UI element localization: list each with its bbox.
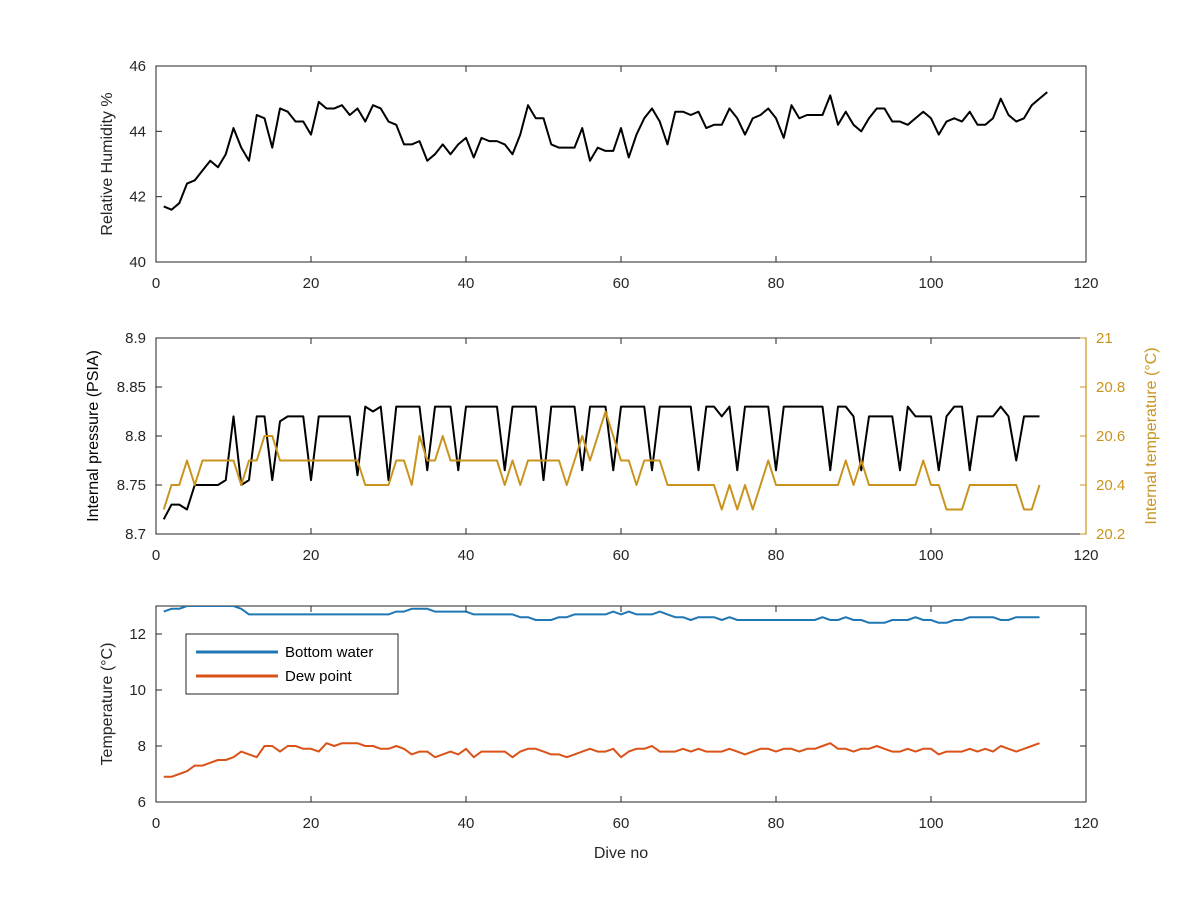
y-tick-label: 8: [138, 738, 146, 755]
y-tick-label: 46: [129, 58, 146, 75]
x-tick-label: 100: [918, 815, 943, 832]
y-axis-label: Internal pressure (PSIA): [85, 350, 102, 522]
x-tick-label: 80: [768, 275, 785, 292]
x-tick-label: 120: [1073, 815, 1098, 832]
y-tick-label: 40: [129, 254, 146, 271]
y-tick-label: 12: [129, 626, 146, 643]
y-tick-label-right: 20.4: [1096, 477, 1125, 494]
y-tick-label-right: 21: [1096, 330, 1113, 347]
x-tick-label: 40: [458, 815, 475, 832]
series-line-2: [163, 742, 1040, 778]
series-line-2: [162, 410, 1041, 511]
series-line-1: [162, 405, 1040, 520]
legend: Bottom water Dew point: [185, 633, 399, 695]
y-tick-label: 42: [129, 189, 146, 206]
subplot-3: 0 20 40 60 80 100 120 6 8 10 12 Temperature (°C) Div…: [99, 605, 1099, 862]
x-tick-label: 80: [768, 547, 785, 564]
y-axis-label-right: Internal temperature (°C): [1143, 347, 1160, 524]
legend-box: [185, 633, 399, 695]
legend-label: Bottom water: [285, 644, 373, 661]
y-tick-label-right: 20.2: [1096, 526, 1125, 543]
x-tick-label: 40: [458, 547, 475, 564]
y-tick-label: 8.75: [117, 477, 146, 494]
x-tick-label: 0: [152, 815, 160, 832]
y-tick-label: 10: [129, 682, 146, 699]
x-tick-label: 100: [918, 547, 943, 564]
x-tick-label: 120: [1073, 547, 1098, 564]
x-tick-label: 120: [1073, 275, 1098, 292]
series-line-1: [163, 606, 1040, 624]
x-tick-label: 20: [303, 275, 320, 292]
x-tick-label: 40: [458, 275, 475, 292]
x-tick-label: 0: [152, 275, 160, 292]
y-tick-label-right: 20.6: [1096, 428, 1125, 445]
subplot-2: 0 20 40 60 80 100 120 8.7 8.75 8.8 8.85 8.9 20.2 20.4…: [85, 330, 1160, 564]
y-tick-label: 8.8: [125, 428, 146, 445]
x-tick-label: 60: [613, 547, 630, 564]
x-tick-label: 20: [303, 547, 320, 564]
x-tick-label: 80: [768, 815, 785, 832]
y-tick-label: 44: [129, 123, 146, 140]
axes-frame: [155, 65, 1087, 263]
x-tick-label: 60: [613, 815, 630, 832]
x-tick-label: 20: [303, 815, 320, 832]
y-tick-label: 6: [138, 794, 146, 811]
legend-label: Dew point: [285, 668, 353, 685]
axes-frame: [155, 337, 1087, 535]
x-tick-label: 60: [613, 275, 630, 292]
y-tick-label: 8.9: [125, 330, 146, 347]
y-tick-label: 8.7: [125, 526, 146, 543]
subplot-1: 0 20 40 60 80 100 120 40 42 44 46 Relative Humidity…: [99, 58, 1099, 292]
x-axis-label: Dive no: [594, 845, 648, 862]
y-tick-label: 8.85: [117, 379, 146, 396]
x-tick-label: 0: [152, 547, 160, 564]
x-tick-label: 100: [918, 275, 943, 292]
y-axis-label: Temperature (°C): [99, 643, 116, 766]
y-axis-label: Relative Humidity %: [99, 92, 116, 235]
y-tick-label-right: 20.8: [1096, 379, 1125, 396]
series-line-1: [163, 91, 1048, 211]
